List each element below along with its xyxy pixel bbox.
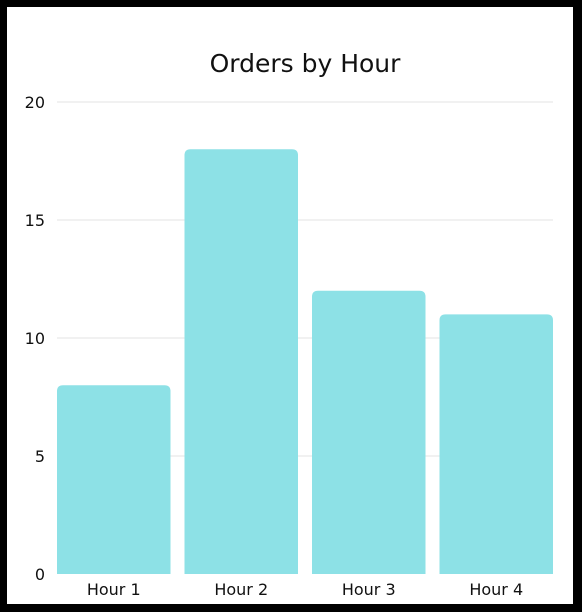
y-tick-label: 10 [25,329,45,348]
x-tick-label: Hour 1 [87,580,141,599]
bar-hour-1 [57,385,171,574]
x-axis-ticks: Hour 1 Hour 2 Hour 3 Hour 4 [87,580,523,599]
y-tick-label: 20 [25,93,45,112]
y-tick-label: 0 [35,565,45,584]
bar-hour-3 [312,290,426,574]
x-tick-label: Hour 4 [469,580,523,599]
y-axis-ticks: 0 5 10 15 20 [25,93,45,584]
y-tick-label: 15 [25,211,45,230]
bars [57,149,553,574]
bar-hour-4 [439,314,553,574]
x-tick-label: Hour 3 [342,580,396,599]
x-tick-label: Hour 2 [214,580,268,599]
chart-title: Orders by Hour [210,49,402,78]
y-tick-label: 5 [35,447,45,466]
bar-hour-2 [184,149,298,574]
